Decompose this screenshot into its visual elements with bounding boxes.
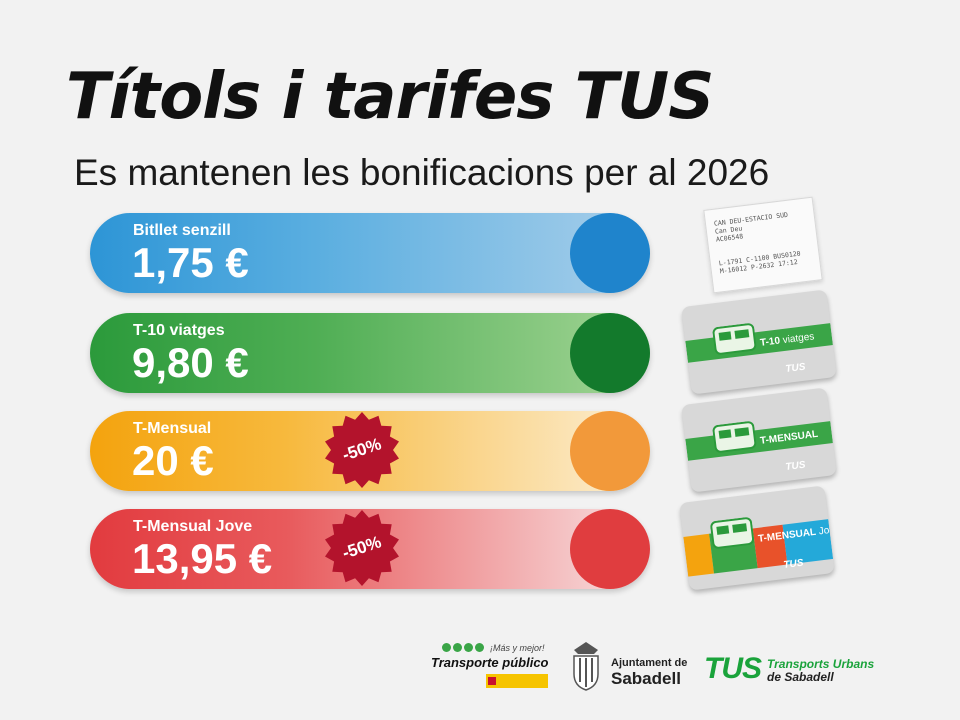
tariff-price: 9,80 € (132, 339, 249, 386)
tus-logo: TUS (704, 652, 762, 685)
discount-badge: -50% (325, 412, 399, 488)
bus-icon (712, 421, 757, 453)
discount-badge: -50% (325, 510, 399, 586)
tariff-price: 13,95 € (132, 535, 273, 582)
tram-icon (475, 643, 484, 652)
bus-icon (712, 323, 757, 355)
tariff-circle (570, 509, 650, 589)
card-brand: TUS (784, 459, 807, 473)
tus-name-line1: Transports Urbans (767, 657, 875, 671)
tariff-name: T-10 viatges (133, 322, 225, 339)
t-mensual-jove-card: T-MENSUAL Jove TUS (679, 485, 835, 591)
metro-icon (464, 643, 473, 652)
transport-icons (442, 643, 484, 652)
tariff-circle (570, 313, 650, 393)
mas-mejor-text: ¡Más y mejor! (490, 643, 545, 653)
bus-icon (442, 643, 451, 652)
ajuntament-line1: Ajuntament de (611, 657, 688, 669)
page-title: Títols i tarifes TUS (66, 60, 714, 134)
t10-card: T-10 viatges TUS (681, 289, 837, 395)
sabadell-shield-icon (573, 642, 599, 691)
card-brand: TUS (784, 361, 807, 375)
tariff-name: Bitllet senzill (133, 222, 231, 239)
card-brand: TUS (782, 557, 805, 571)
transporte-publico-text: Transporte público (431, 655, 549, 670)
tariff-name: T-Mensual Jove (133, 518, 253, 535)
ajuntament-line2: Sabadell (611, 669, 681, 688)
single-ticket: CAN DEU-ESTACIO SUD Can Deu AC06548 L-17… (703, 196, 823, 294)
bus-icon (710, 517, 755, 549)
tariff-price: 1,75 € (132, 239, 249, 286)
tariff-circle (570, 213, 650, 293)
tariff-price: 20 € (132, 437, 214, 484)
tariff-bitllet-senzill: Bitllet senzill 1,75 € (90, 213, 650, 293)
tariff-t10-viatges: T-10 viatges 9,80 € (90, 313, 650, 393)
spain-government-logo (486, 674, 548, 688)
train-icon (453, 643, 462, 652)
tariff-circle (570, 411, 650, 491)
page-subtitle: Es mantenen les bonificacions per al 202… (74, 152, 770, 193)
t-mensual-card: T-MENSUAL TUS (681, 387, 837, 493)
starburst-icon (325, 510, 399, 586)
starburst-icon (325, 412, 399, 488)
tus-name-line2: de Sabadell (767, 670, 834, 684)
tariff-name: T-Mensual (133, 420, 212, 437)
card-band (685, 323, 833, 363)
card-band (685, 421, 833, 461)
